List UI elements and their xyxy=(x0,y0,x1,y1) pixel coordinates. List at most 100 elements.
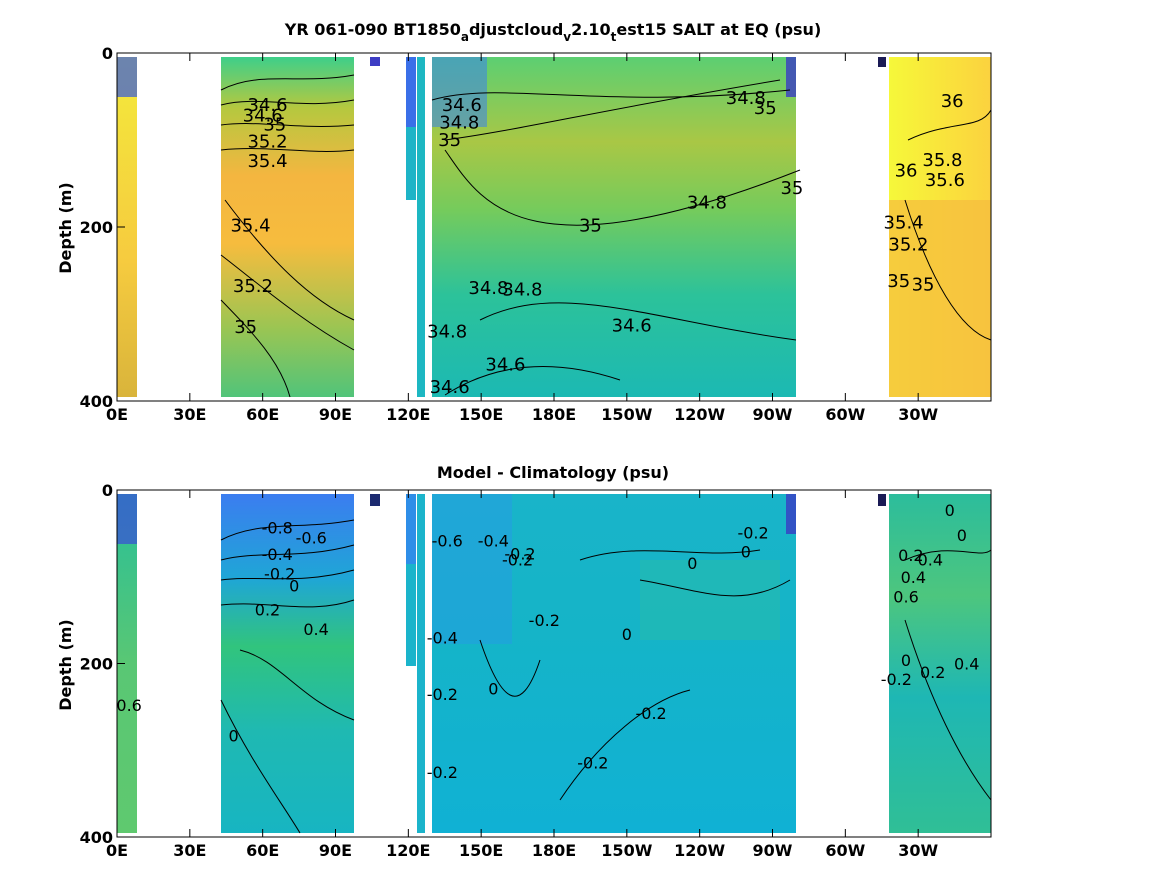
contour-line xyxy=(220,99,355,106)
contour-label: 0 xyxy=(228,727,238,746)
ocean-patch-maritime-3 xyxy=(417,57,425,397)
contour-label: 34.8 xyxy=(439,113,479,134)
contour-label: 0 xyxy=(289,576,299,595)
x-tick-label: 120W xyxy=(674,405,725,424)
contour-label: 0 xyxy=(488,680,498,699)
y-tick-label: 200 xyxy=(80,218,113,237)
x-tick-label: 30W xyxy=(898,841,938,860)
ocean-patch-pacific-east xyxy=(640,560,780,640)
y-tick-label: 200 xyxy=(80,655,113,674)
top-y-label: Depth (m) xyxy=(56,182,75,274)
contour-label: 0.2 xyxy=(898,546,923,565)
ocean-patch-pacific xyxy=(432,57,796,397)
contour-line xyxy=(479,639,541,697)
contour-label: -0.4 xyxy=(262,545,293,564)
bottom-y-label: Depth (m) xyxy=(56,619,75,711)
contour-label: -0.2 xyxy=(881,670,912,689)
y-tick-label: 400 xyxy=(80,828,113,847)
contour-line xyxy=(220,123,355,127)
small-patch-b xyxy=(878,494,886,506)
contour-label: -0.2 xyxy=(427,685,458,704)
ocean-patch-maritime-2 xyxy=(406,127,416,200)
contour-label: 34.6 xyxy=(247,95,287,116)
contour-label: 0.6 xyxy=(893,588,918,607)
contour-label: 36 xyxy=(895,160,918,181)
small-patch-a xyxy=(370,494,380,506)
near-surface-dark-east xyxy=(786,57,796,97)
bottom-title: Model - Climatology (psu) xyxy=(437,463,669,482)
contour-label: -0.2 xyxy=(427,763,458,782)
contour-label: -0.6 xyxy=(296,529,327,548)
contour-label: 35 xyxy=(754,98,777,119)
x-tick-label: 0E xyxy=(106,405,128,424)
contour-line xyxy=(220,699,301,834)
contour-label: 34.6 xyxy=(430,377,470,398)
contour-label: 35.6 xyxy=(925,170,965,191)
contour-label: -0.2 xyxy=(504,544,535,563)
x-tick-label: 150E xyxy=(459,841,503,860)
contour-label: 34.8 xyxy=(502,280,542,301)
contour-line xyxy=(904,199,992,341)
contour-line xyxy=(220,599,355,608)
contour-label: 35 xyxy=(438,130,461,151)
contour-label: 0 xyxy=(957,526,967,545)
contour-label: 0.6 xyxy=(116,696,141,715)
contour-label: 34.8 xyxy=(726,88,766,109)
contour-label: 34.6 xyxy=(442,95,482,116)
contour-label: 0 xyxy=(741,543,751,562)
top-axis-ticks: 0E 30E 60E 90E 120E 150E 180E 150W 120W 90W 60W 30W… xyxy=(80,44,939,424)
contour-label: 35 xyxy=(912,274,935,295)
contour-label: 35.2 xyxy=(888,234,928,255)
contour-line xyxy=(479,302,797,341)
x-tick-label: 90E xyxy=(319,405,352,424)
top-title: YR 061-090 BT1850adjustcloudv2.10test15 … xyxy=(284,20,822,44)
contour-label: 35 xyxy=(780,178,803,199)
contour-label: 35.8 xyxy=(922,150,962,171)
ocean-patch-0e xyxy=(117,494,137,833)
contour-label: 35.2 xyxy=(247,132,287,153)
contour-label: 35.4 xyxy=(247,151,287,172)
contour-label: 0 xyxy=(622,625,632,644)
near-surface-dark-west xyxy=(117,494,137,544)
contour-label: 0.4 xyxy=(303,620,328,639)
contour-line xyxy=(220,544,355,561)
x-tick-label: 60E xyxy=(246,841,279,860)
contour-label: 34.8 xyxy=(468,278,508,299)
ocean-patch-maritime-2 xyxy=(406,564,416,666)
contour-label: -0.8 xyxy=(262,518,293,537)
contour-label: -0.2 xyxy=(577,753,608,772)
x-tick-label: 30E xyxy=(173,841,206,860)
contour-label: -0.6 xyxy=(432,531,463,550)
small-patch-a xyxy=(370,57,380,66)
contour-label: -0.2 xyxy=(264,564,295,583)
contour-line xyxy=(239,649,355,721)
contour-line xyxy=(220,569,355,581)
bottom-contour-labels: -0.8-0.6-0.4-0.200.20.40.60-0.6 -0.4-0.2-… xyxy=(116,501,979,782)
contour-line xyxy=(220,254,355,351)
x-tick-label: 60E xyxy=(246,405,279,424)
x-tick-label: 0E xyxy=(106,841,128,860)
ocean-patch-maritime-1 xyxy=(406,494,416,564)
x-tick-label: 120W xyxy=(674,841,725,860)
small-patch-b xyxy=(878,57,886,67)
x-tick-label: 30E xyxy=(173,405,206,424)
ocean-patch-0e xyxy=(117,57,137,397)
contour-label: 34.8 xyxy=(687,193,727,214)
x-tick-label: 150W xyxy=(601,405,652,424)
ocean-patch-pacific-west xyxy=(432,57,487,127)
contour-label: 0.2 xyxy=(255,601,280,620)
near-surface-dark-east xyxy=(786,494,796,534)
y-tick-label: 0 xyxy=(102,481,113,500)
contour-line xyxy=(220,299,291,398)
contour-label: 0 xyxy=(945,501,955,520)
x-tick-label: 180E xyxy=(532,405,576,424)
ocean-patch-maritime-1 xyxy=(406,57,416,127)
contour-label: 34.6 xyxy=(612,315,652,336)
contour-label: 34.6 xyxy=(243,106,283,127)
contour-label: 35 xyxy=(263,114,286,135)
ocean-patch-atlantic-deep xyxy=(889,200,991,397)
near-surface-dark-west xyxy=(117,57,137,97)
contour-label: -0.2 xyxy=(529,611,560,630)
x-tick-label: 90W xyxy=(753,405,793,424)
contour-line xyxy=(220,519,355,541)
